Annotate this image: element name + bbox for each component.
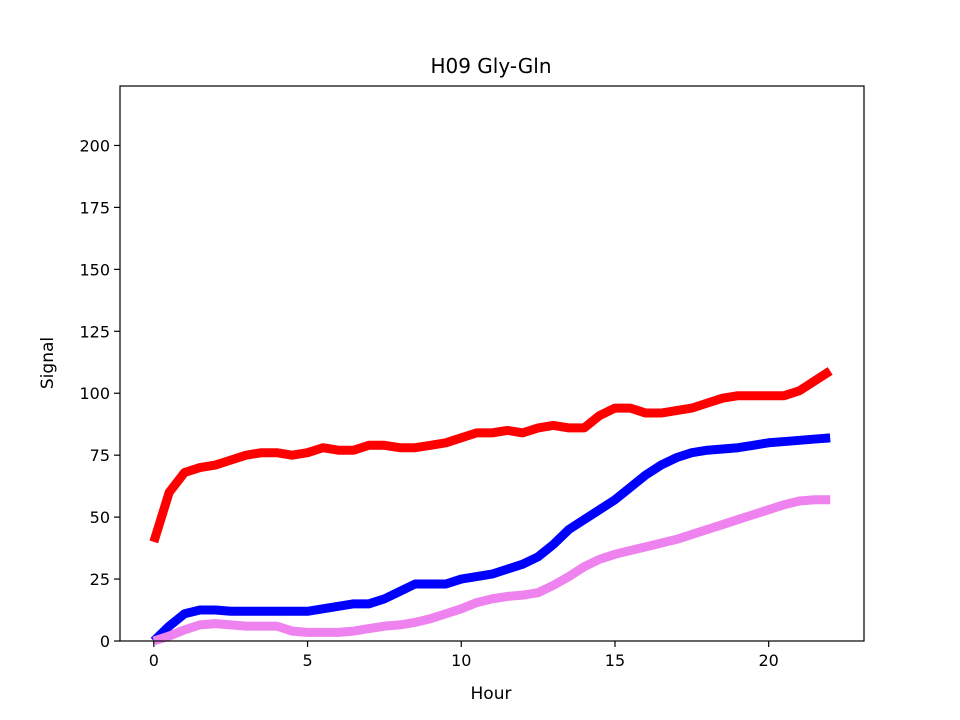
x-tick-label: 20 (759, 651, 779, 670)
y-axis-label: Signal (38, 337, 58, 389)
x-tick-label: 5 (302, 651, 312, 670)
x-tick-label: 10 (451, 651, 471, 670)
y-tick-label: 50 (90, 508, 110, 527)
y-tick-label: 200 (79, 136, 110, 155)
y-axis: 0 25 50 75 100 125 150 175 200 (79, 136, 120, 651)
x-axis-label: Hour (471, 684, 512, 704)
series-layer (149, 367, 833, 646)
y-tick-label: 75 (90, 446, 110, 465)
y-tick-label: 0 (100, 632, 110, 651)
x-axis: 0 5 10 15 20 (149, 641, 779, 670)
x-tick-label: 15 (605, 651, 625, 670)
plot-frame (119, 85, 865, 642)
y-tick-label: 125 (79, 322, 110, 341)
y-tick-label: 175 (79, 198, 110, 217)
x-tick-label: 0 (149, 651, 159, 670)
series-line-3 (152, 495, 831, 646)
series-line-1 (149, 367, 833, 544)
y-tick-label: 25 (90, 570, 110, 589)
chart-title: H09 Gly-Gln (430, 54, 551, 78)
y-tick-label: 150 (79, 260, 110, 279)
y-tick-label: 100 (79, 384, 110, 403)
series-line-2 (150, 433, 831, 645)
